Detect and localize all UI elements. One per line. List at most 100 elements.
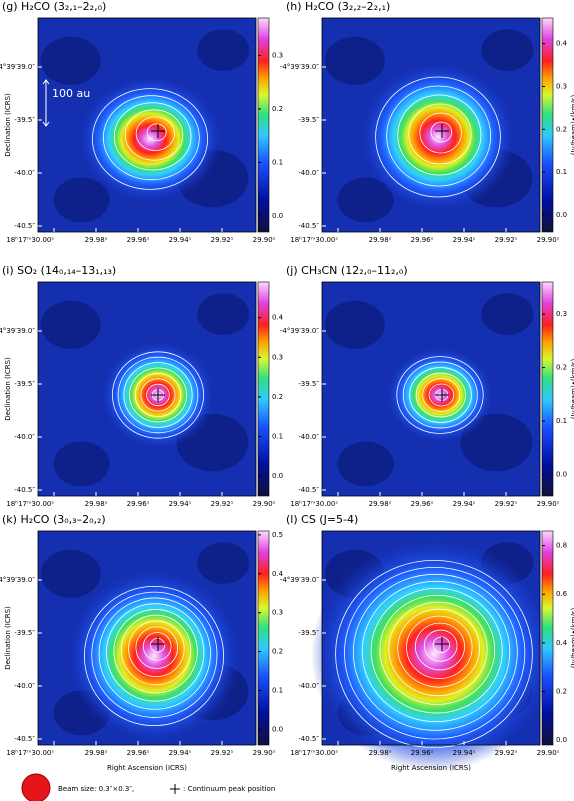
map-texture xyxy=(40,36,101,85)
contour xyxy=(414,622,465,671)
contour xyxy=(375,76,501,198)
map-frame xyxy=(321,281,541,497)
contour xyxy=(113,102,192,171)
x-tick-label: 29.92ˢ xyxy=(495,500,518,508)
peak-marker xyxy=(151,388,165,402)
colorbar-tick-label: 0.1 xyxy=(272,158,283,166)
map-texture xyxy=(337,441,394,487)
contour xyxy=(140,378,176,412)
x-tick-label: 29.90ˢ xyxy=(537,749,560,757)
x-tick-label: 29.96ˢ xyxy=(127,749,150,757)
x-tick-label: 29.90ˢ xyxy=(253,236,276,244)
panel: (i) SO₂ (14₀,₁₄–13₁,₁₃) 18ʰ17ᵐ30.00ˢ 29.98… xyxy=(0,264,284,508)
contour xyxy=(432,636,450,654)
map-texture xyxy=(197,29,250,71)
contour xyxy=(352,573,518,731)
peak-symbol xyxy=(170,784,180,794)
y-axis-label: Declination (ICRS) xyxy=(4,357,12,421)
contour xyxy=(123,362,193,428)
map-texture xyxy=(197,542,250,584)
contour xyxy=(128,620,185,678)
x-tick-label: 29.94ˢ xyxy=(453,500,476,508)
panel: (j) CH₃CN (12₂,₀–11₂,₀) 18ʰ17ᵐ30.00ˢ 29.98… xyxy=(280,264,574,508)
y-tick-label: -40.5″ xyxy=(298,222,319,230)
contour xyxy=(117,356,199,434)
x-tick-label: 29.90ˢ xyxy=(537,236,560,244)
x-tick-label: 29.94ˢ xyxy=(169,236,192,244)
contour xyxy=(98,597,211,710)
contour xyxy=(124,109,184,161)
colorbar-tick-label: 0.2 xyxy=(272,648,283,656)
contour xyxy=(397,608,481,688)
map-texture xyxy=(324,36,385,85)
contour xyxy=(388,601,488,697)
x-tick-label: 29.98ˢ xyxy=(369,749,392,757)
contour xyxy=(370,587,503,714)
y-tick-label: -40.5″ xyxy=(14,486,35,494)
panel-title: (j) CH₃CN (12₂,₀–11₂,₀) xyxy=(286,264,408,277)
y-tick-label: -39.5″ xyxy=(14,629,35,637)
colorbar xyxy=(541,281,554,497)
map-texture xyxy=(53,441,110,487)
beam-label: Beam size: 0.3″×0.3″, xyxy=(58,785,134,793)
y-axis-label: Declination (ICRS) xyxy=(4,93,12,157)
x-tick-label: 29.92ˢ xyxy=(211,236,234,244)
x-tick-label: 29.90ˢ xyxy=(537,500,560,508)
colorbar xyxy=(257,17,270,233)
colorbar-tick-label: 0.0 xyxy=(272,472,283,480)
contour xyxy=(415,372,466,418)
x-axis-label: Right Ascension (ICRS) xyxy=(391,764,471,772)
y-tick-label: -4°39′39.0″ xyxy=(0,63,35,71)
colorbar-label: (Jy/beam)•(km/s) xyxy=(570,95,574,156)
y-tick-label: -40.5″ xyxy=(14,222,35,230)
map-texture xyxy=(40,300,101,349)
contour xyxy=(129,367,187,423)
colorbar xyxy=(257,530,270,746)
x-tick-label: 29.92ˢ xyxy=(211,749,234,757)
colorbar xyxy=(257,281,270,497)
colorbar-tick-label: 0.1 xyxy=(556,168,567,176)
contour xyxy=(113,609,198,694)
colorbar-tick-label: 0.8 xyxy=(556,542,567,550)
colorbar-tick-label: 0.1 xyxy=(556,417,567,425)
map-texture xyxy=(481,29,534,71)
panel: (h) H₂CO (3₂,₂–2₂,₁) 18ʰ17ᵐ30.00ˢ 29.98ˢ 29… xyxy=(280,0,574,244)
colorbar-tick-label: 0.3 xyxy=(272,609,283,617)
contour xyxy=(84,586,224,727)
map-frame xyxy=(37,281,257,497)
contour xyxy=(135,626,179,669)
contour xyxy=(102,95,200,181)
colorbar-tick-label: 0.0 xyxy=(272,725,283,733)
y-axis-label: Declination (ICRS) xyxy=(4,606,12,670)
contour xyxy=(430,121,453,143)
contour xyxy=(120,614,192,686)
panel: (g) H₂CO (3₂,₁–2₂,₀) 18ʰ17ᵐ30.00ˢ 29.98ˢ 29… xyxy=(0,0,283,244)
x-tick-label: 29.96ˢ xyxy=(411,500,434,508)
colorbar-label: (Jy/beam)•(km/s) xyxy=(570,608,574,669)
y-tick-label: -40.0″ xyxy=(14,433,35,441)
emission xyxy=(67,569,241,743)
map-texture xyxy=(197,293,250,335)
panel-title: (h) H₂CO (3₂,₂–2₂,₁) xyxy=(286,0,390,13)
panel-title: (g) H₂CO (3₂,₁–2₂,₀) xyxy=(2,0,106,13)
x-tick-label: 29.96ˢ xyxy=(127,236,150,244)
x-tick-label: 29.96ˢ xyxy=(127,500,150,508)
scale-bar xyxy=(42,79,50,127)
y-tick-label: -40.5″ xyxy=(298,486,319,494)
emission xyxy=(311,537,557,771)
colorbar xyxy=(541,530,554,746)
colorbar-tick-label: 0.0 xyxy=(556,211,567,219)
y-tick-label: -39.5″ xyxy=(298,629,319,637)
x-tick-label: 29.98ˢ xyxy=(369,236,392,244)
x-tick-label: 29.98ˢ xyxy=(85,236,108,244)
colorbar-tick-label: 0.1 xyxy=(272,687,283,695)
y-tick-label: -40.0″ xyxy=(298,682,319,690)
peak-marker xyxy=(435,637,449,651)
contour xyxy=(419,112,462,154)
peak-marker xyxy=(435,388,449,402)
x-axis-label: Right Ascension (ICRS) xyxy=(107,764,187,772)
y-tick-label: -4°39′39.0″ xyxy=(280,327,320,335)
y-tick-label: -39.5″ xyxy=(298,380,319,388)
contour xyxy=(142,632,172,661)
x-tick-label: 18ʰ17ᵐ30.00ˢ xyxy=(290,236,338,244)
